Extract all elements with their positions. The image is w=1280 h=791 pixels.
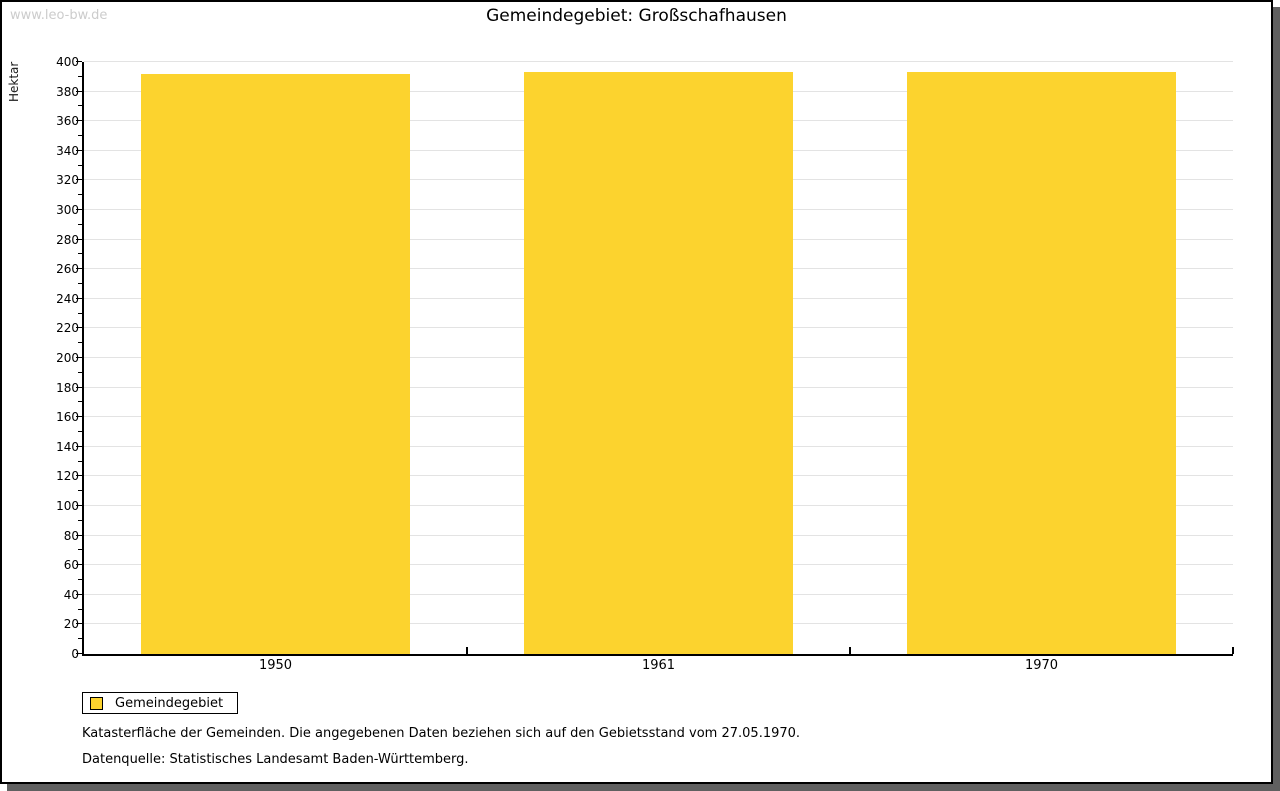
x-axis-tick-label: 1950: [258, 658, 293, 673]
y-axis-major-tick: [76, 535, 82, 536]
y-axis-major-tick: [76, 594, 82, 595]
y-axis-major-tick: [76, 120, 82, 121]
y-axis-minor-tick: [78, 224, 82, 225]
y-axis-minor-tick: [78, 372, 82, 373]
y-axis-major-tick: [76, 91, 82, 92]
y-axis-minor-tick: [78, 313, 82, 314]
y-axis-tick-label: 80: [63, 529, 79, 543]
legend: Gemeindegebiet: [82, 692, 239, 714]
y-axis-minor-tick: [78, 579, 82, 580]
y-axis-major-tick: [76, 327, 82, 328]
y-axis-minor-tick: [78, 490, 82, 491]
y-axis-tick-label: 40: [63, 588, 79, 602]
y-axis-tick-label: 100: [56, 499, 79, 513]
footnote-data-source: Datenquelle: Statistisches Landesamt Bad…: [82, 752, 469, 767]
y-axis-tick-label: 60: [63, 558, 79, 572]
y-axis-major-tick: [76, 61, 82, 62]
y-axis-tick-label: 240: [56, 292, 79, 306]
y-gridline: [84, 61, 1233, 62]
y-axis-tick-label: 320: [56, 173, 79, 187]
y-axis-tick-label: 140: [56, 440, 79, 454]
y-axis-major-tick: [76, 179, 82, 180]
y-axis-minor-tick: [78, 520, 82, 521]
y-axis-tick-label: 340: [56, 144, 79, 158]
y-axis-tick-label: 300: [56, 203, 79, 217]
y-axis-major-tick: [76, 623, 82, 624]
legend-swatch-icon: [90, 696, 103, 710]
y-axis-major-tick: [76, 653, 82, 654]
y-axis-minor-tick: [78, 76, 82, 77]
y-axis-tick-label: 120: [56, 469, 79, 483]
bar-1961: [524, 72, 793, 654]
y-axis-major-tick: [76, 209, 82, 210]
y-axis-tick-label: 220: [56, 321, 79, 335]
x-axis-tick-label: 1970: [1024, 658, 1059, 673]
y-axis-major-tick: [76, 298, 82, 299]
y-axis-minor-tick: [78, 431, 82, 432]
y-axis-tick-label: 20: [63, 617, 79, 631]
y-axis-tick-label: 380: [56, 85, 79, 99]
y-axis-tick-label: 260: [56, 262, 79, 276]
chart-title: Gemeindegebiet: Großschafhausen: [486, 6, 787, 26]
y-axis-major-tick: [76, 150, 82, 151]
y-axis-minor-tick: [78, 401, 82, 402]
y-axis-major-tick: [76, 387, 82, 388]
y-axis-tick-label: 360: [56, 114, 79, 128]
x-axis-boundary-tick: [1232, 647, 1234, 654]
y-axis-tick-label: 280: [56, 233, 79, 247]
y-axis-minor-tick: [78, 283, 82, 284]
footnote-source-note: Katasterfläche der Gemeinden. Die angege…: [82, 726, 801, 741]
x-axis-boundary-tick: [849, 647, 851, 654]
y-axis-major-tick: [76, 268, 82, 269]
watermark: www.leo-bw.de: [10, 8, 108, 23]
y-axis-tick-label: 180: [56, 381, 79, 395]
y-axis-tick-label: 0: [71, 647, 79, 661]
bar-1950: [141, 74, 410, 654]
y-axis-minor-tick: [78, 105, 82, 106]
y-axis-major-tick: [76, 239, 82, 240]
x-axis-boundary-tick: [466, 647, 468, 654]
y-axis-major-tick: [76, 446, 82, 447]
y-axis-minor-tick: [78, 609, 82, 610]
bar-1970: [907, 72, 1176, 654]
plot-area: [76, 61, 1234, 656]
y-axis-minor-tick: [78, 135, 82, 136]
y-axis-tick-label: 160: [56, 410, 79, 424]
x-axis-tick-label: 1961: [641, 658, 676, 673]
y-axis-minor-tick: [78, 461, 82, 462]
y-axis-major-tick: [76, 475, 82, 476]
y-axis-minor-tick: [78, 549, 82, 550]
y-axis-major-tick: [76, 416, 82, 417]
y-axis-minor-tick: [78, 638, 82, 639]
y-axis-minor-tick: [78, 165, 82, 166]
y-axis-major-tick: [76, 357, 82, 358]
y-axis-title: Hektar: [7, 61, 21, 102]
y-axis-tick-label: 400: [56, 55, 79, 69]
legend-label: Gemeindegebiet: [115, 695, 224, 711]
y-axis-major-tick: [76, 505, 82, 506]
y-axis-minor-tick: [78, 194, 82, 195]
y-axis-minor-tick: [78, 342, 82, 343]
y-axis-tick-label: 200: [56, 351, 79, 365]
y-axis-minor-tick: [78, 253, 82, 254]
y-axis-major-tick: [76, 564, 82, 565]
